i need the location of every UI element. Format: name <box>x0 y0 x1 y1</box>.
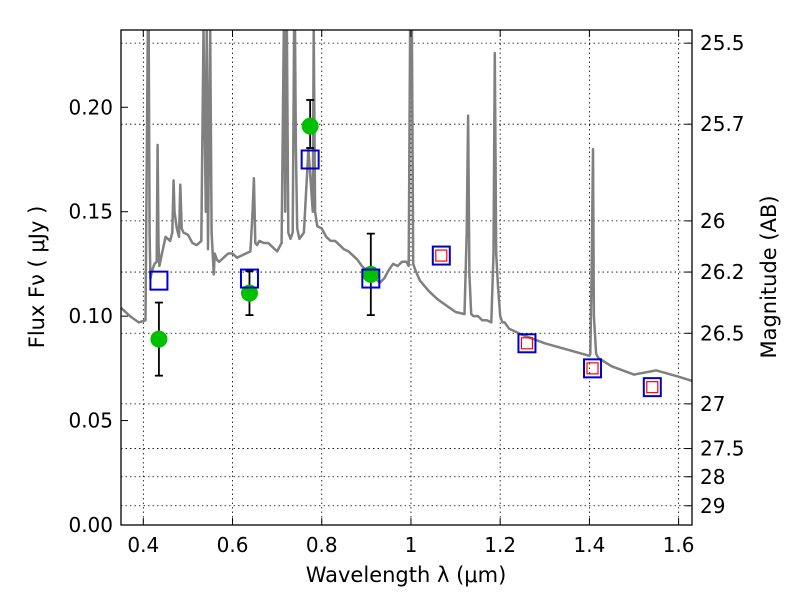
y-tick-label: 0.05 <box>68 409 113 433</box>
model-flux-square <box>583 358 603 379</box>
x-tick-label: 1.2 <box>484 533 516 557</box>
x-tick-label: 0.6 <box>217 533 249 557</box>
model-flux-inner-square <box>646 381 659 394</box>
model-flux-square <box>239 268 259 289</box>
y2-tick-label: 26.2 <box>700 260 745 284</box>
x-tick-label: 0.8 <box>306 533 338 557</box>
y-axis-label: Flux Fν ( μJy ) <box>25 206 49 349</box>
tick-layer: 0.4 0.6 0.8 1 1.2 1.4 1.6 0.00 0.05 0.10 0.15 0.20 2… <box>68 30 745 557</box>
y2-tick-label: 26.5 <box>700 321 745 345</box>
y2-tick-label: 27 <box>700 392 725 416</box>
grid-layer <box>121 30 692 525</box>
model-flux-square <box>431 245 451 266</box>
y-tick-label: 0.00 <box>68 513 113 537</box>
model-flux-inner-square <box>520 337 534 350</box>
x-tick-label: 1.6 <box>663 533 695 557</box>
model-flux-square <box>642 377 662 398</box>
y-tick-label: 0.20 <box>68 95 113 119</box>
y2-tick-label: 28 <box>700 465 725 489</box>
model-flux-square <box>517 333 537 354</box>
x-tick-label: 0.4 <box>127 533 159 557</box>
x-tick-label: 1 <box>405 533 418 557</box>
y-tick-label: 0.10 <box>68 304 113 328</box>
observed-flux-point <box>150 330 168 348</box>
y2-tick-label: 29 <box>700 494 725 518</box>
data-layer <box>121 30 692 383</box>
y2-axis-label: Magnitude (AB) <box>757 195 781 358</box>
plot-frame <box>120 29 693 526</box>
y2-tick-label: 26 <box>700 209 725 233</box>
x-axis-label: Wavelength λ (μm) <box>306 563 507 587</box>
marker-layer <box>149 99 662 398</box>
y-tick-label: 0.15 <box>68 200 113 224</box>
y2-tick-label: 27.5 <box>700 437 745 461</box>
template-spectrum-line <box>121 30 692 383</box>
observed-flux-point <box>301 117 319 135</box>
x-tick-label: 1.4 <box>573 533 605 557</box>
model-flux-inner-square <box>586 362 599 375</box>
model-flux-square <box>361 268 381 289</box>
observed-flux-point <box>240 284 258 302</box>
y2-tick-label: 25.7 <box>700 112 745 136</box>
y2-tick-label: 25.5 <box>700 31 745 55</box>
model-flux-square <box>300 149 320 170</box>
model-flux-inner-square <box>435 249 448 262</box>
model-flux-square <box>149 270 169 291</box>
